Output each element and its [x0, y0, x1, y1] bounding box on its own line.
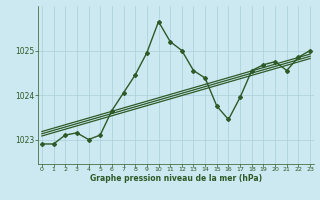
X-axis label: Graphe pression niveau de la mer (hPa): Graphe pression niveau de la mer (hPa): [90, 174, 262, 183]
